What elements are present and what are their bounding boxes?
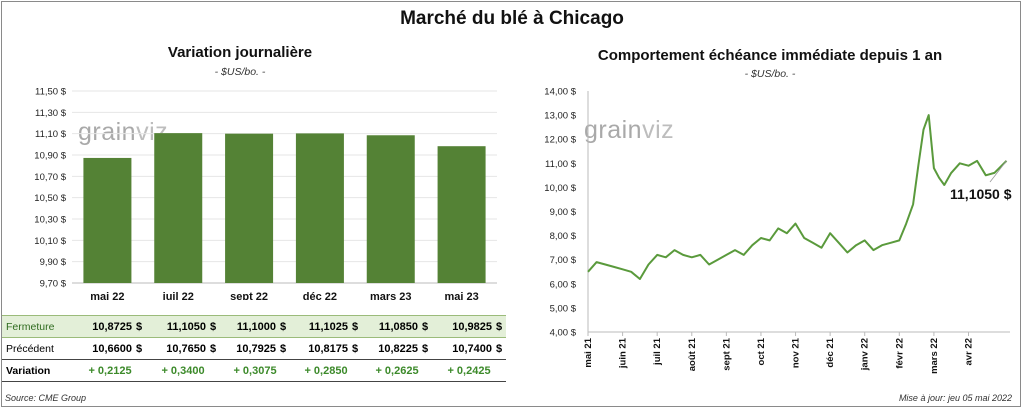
x-tick-label: juin 21 [618, 337, 629, 369]
y-tick-label: 10,70 $ [34, 172, 66, 183]
cell: 11,1000 [220, 315, 276, 338]
left-logo: grainviz [78, 118, 169, 146]
cell: + 0,2425 [432, 359, 506, 382]
bar [225, 133, 274, 283]
y-tick-label: 13,00 $ [544, 111, 576, 122]
cell: 10,7925 [220, 337, 276, 360]
y-tick-label: 14,00 $ [544, 87, 576, 98]
y-tick-label: 6,00 $ [550, 279, 577, 290]
y-tick-label: 9,90 $ [40, 257, 67, 268]
cell: + 0,2125 [74, 359, 146, 382]
right-subtitle: Comportement échéance immédiate depuis 1… [597, 47, 943, 64]
cell: 11,0850 [362, 315, 418, 338]
x-tick-label: juil 21 [652, 337, 663, 366]
y-tick-label: 10,00 $ [544, 183, 576, 194]
table-row-variation: Variation + 0,2125 + 0,3400 + 0,3075 + 0… [2, 359, 506, 382]
cell: 10,9825 [432, 315, 492, 338]
row-label: Fermeture [2, 315, 74, 338]
y-tick-label: 10,30 $ [34, 215, 66, 226]
y-tick-label: 11,30 $ [35, 108, 67, 119]
series-line [587, 114, 1008, 280]
cell: 10,7650 [146, 337, 206, 360]
y-tick-label: 11,50 $ [35, 87, 67, 98]
cell: 10,8175 [290, 337, 348, 360]
left-unit: - $US/bo. - [214, 66, 266, 78]
x-tick-label: mai 23 [444, 291, 478, 300]
cell: + 0,2625 [362, 359, 432, 382]
y-tick-label: 10,50 $ [34, 193, 66, 204]
line-chart: 4,00 $ 5,00 $ 6,00 $ 7,00 $ 8,00 $ 9,00 $ 10,0… [544, 87, 1010, 374]
cell: 10,8725 [74, 315, 132, 338]
cell-unit: $ [348, 315, 362, 338]
x-tick-label: févr 22 [894, 338, 905, 369]
x-tick-label: mars 22 [929, 338, 940, 374]
row-label: Variation [2, 359, 74, 382]
y-tick-label: 11,10 $ [35, 129, 67, 140]
cell: + 0,3075 [220, 359, 290, 382]
y-tick-label: 9,70 $ [40, 279, 67, 290]
y-tick-label: 9,00 $ [550, 207, 577, 218]
left-subtitle: Variation journalière [167, 44, 313, 61]
x-tick-label: déc 21 [825, 337, 836, 367]
bar-chart: 9,70 $ 9,90 $ 10,10 $ 10,30 $ 10,50 $ 10,70 $… [34, 87, 497, 300]
right-unit: - $US/bo. - [744, 68, 796, 80]
y-tick-label: 5,00 $ [550, 303, 577, 314]
cell: + 0,2850 [290, 359, 362, 382]
x-tick-label: déc 22 [303, 291, 337, 300]
bar [366, 135, 415, 283]
cell-unit: $ [418, 315, 432, 338]
x-tick-label: mai 22 [90, 291, 124, 300]
x-tick-label: sept 21 [721, 337, 732, 370]
bar [154, 133, 203, 283]
y-tick-label: 7,00 $ [550, 255, 577, 266]
x-tick-label: août 21 [687, 337, 698, 371]
y-tick-label: 4,00 $ [550, 328, 577, 339]
cell-unit: $ [132, 315, 146, 338]
x-tick-label: sept 22 [230, 291, 268, 300]
y-tick-label: 10,90 $ [34, 151, 66, 162]
y-tick-label: 11,00 $ [545, 159, 577, 170]
cell-unit: $ [276, 315, 290, 338]
source-note: Source: CME Group [5, 393, 87, 403]
x-tick-label: juil 22 [162, 291, 194, 300]
x-tick-label: nov 21 [791, 337, 802, 368]
cell-unit: $ [206, 337, 220, 360]
y-tick-label: 8,00 $ [550, 231, 577, 242]
cell: + 0,3400 [146, 359, 220, 382]
last-value-label: 11,1050 $ [950, 186, 1012, 202]
cell-unit: $ [276, 337, 290, 360]
cell: 10,8225 [362, 337, 418, 360]
bar [437, 146, 486, 283]
y-tick-label: 10,10 $ [34, 236, 66, 247]
row-label: Précédent [2, 337, 74, 360]
main-title: Marché du blé à Chicago [400, 8, 624, 29]
table-row-precedent: Précédent 10,6600 $ 10,7650 $ 10,7925 $ 10,… [2, 337, 506, 360]
x-tick-label: mars 23 [370, 291, 412, 300]
x-tick-label: avr 22 [963, 338, 974, 365]
price-table: Fermeture 10,8725 $ 11,1050 $ 11,1000 $ 11,… [2, 315, 506, 382]
cell: 11,1050 [146, 315, 206, 338]
cell-unit: $ [132, 337, 146, 360]
cell: 10,6600 [74, 337, 132, 360]
cell-unit: $ [492, 337, 506, 360]
cell-unit: $ [206, 315, 220, 338]
cell-unit: $ [492, 315, 506, 338]
x-tick-label: mai 21 [583, 337, 594, 367]
x-tick-label: oct 21 [756, 337, 767, 365]
right-logo: grainviz [584, 116, 675, 144]
bar [83, 157, 132, 283]
bar [295, 133, 344, 283]
table-row-fermeture: Fermeture 10,8725 $ 11,1050 $ 11,1000 $ 11,… [2, 315, 506, 338]
cell: 10,7400 [432, 337, 492, 360]
cell-unit: $ [348, 337, 362, 360]
x-tick-label: janv 22 [860, 338, 871, 371]
y-tick-label: 12,00 $ [544, 135, 576, 146]
cell-unit: $ [418, 337, 432, 360]
update-note: Mise à jour: jeu 05 mai 2022 [898, 393, 1012, 403]
callout-line [989, 160, 1007, 183]
cell: 11,1025 [290, 315, 348, 338]
